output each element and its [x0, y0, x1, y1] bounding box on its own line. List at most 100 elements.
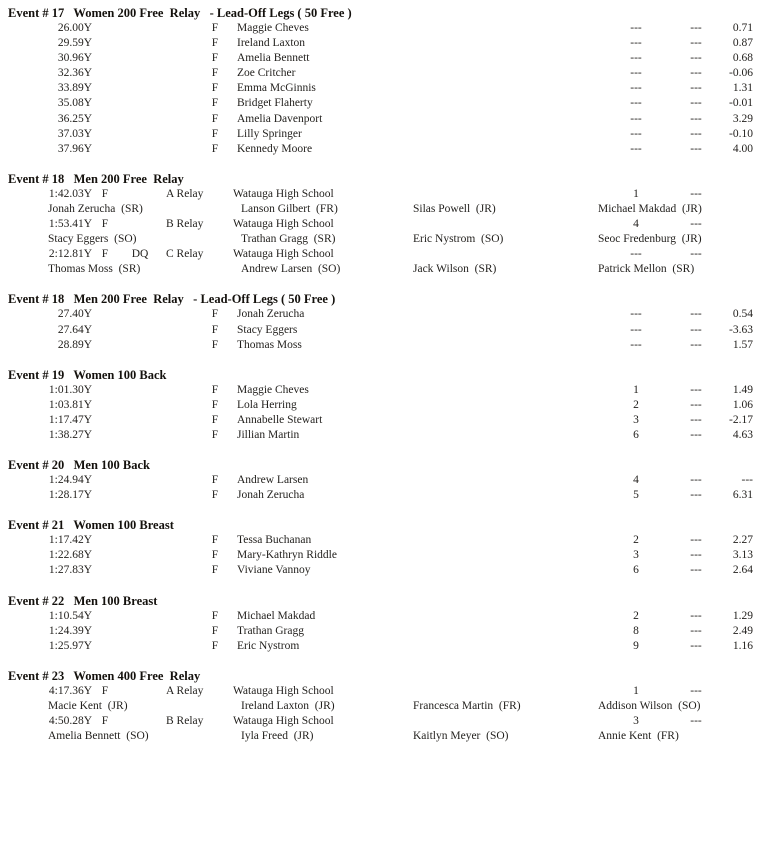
relay-swimmers-row: Thomas Moss (SR) Andrew Larsen (SO) Jack…: [0, 262, 773, 277]
relay-swimmer-4: Addison Wilson (SO): [598, 699, 701, 712]
result-time: 1:25.97Y: [48, 639, 92, 652]
swimmer-name: Tessa Buchanan: [237, 534, 312, 547]
swimmer-name: Andrew Larsen: [237, 474, 309, 487]
seed-dashes: ---: [690, 489, 702, 502]
result-time: 1:42.03Y: [48, 187, 92, 200]
place-value: 8: [633, 624, 639, 637]
relay-swimmer-2: Iyla Freed (JR): [241, 730, 314, 743]
relay-swimmer-1: Stacy Eggers (SO): [48, 233, 137, 246]
time-delta: -2.17: [729, 413, 753, 426]
relay-result-row: 1:42.03Y F A Relay Watauga High School 1…: [0, 187, 773, 202]
final-flag: F: [211, 308, 219, 321]
event-rows: 1:01.30Y F Maggie Cheves 1 --- 1.49 1:03…: [0, 383, 773, 443]
seed-dashes: ---: [690, 82, 702, 95]
final-flag: F: [211, 97, 219, 110]
result-row: 28.89Y F Thomas Moss --- --- 1.57: [0, 338, 773, 353]
relay-result-row: 1:53.41Y F B Relay Watauga High School 4…: [0, 217, 773, 232]
swimmer-name: Amelia Bennett: [237, 52, 310, 65]
time-delta: 4.00: [732, 142, 753, 155]
result-time: 1:28.17Y: [48, 489, 92, 502]
time-delta: 2.49: [732, 624, 753, 637]
seed-dashes: ---: [690, 715, 702, 727]
final-flag: F: [211, 323, 219, 336]
final-flag: F: [101, 187, 109, 200]
final-flag: F: [211, 112, 219, 125]
place-value: 9: [633, 639, 639, 652]
final-flag: F: [211, 413, 219, 426]
relay-swimmer-4: Patrick Mellon (SR): [598, 263, 695, 276]
final-flag: F: [211, 639, 219, 652]
result-row: 1:03.81Y F Lola Herring 2 --- 1.06: [0, 398, 773, 413]
result-time: 1:24.94Y: [48, 474, 92, 487]
final-flag: F: [101, 684, 109, 697]
relay-swimmers-row: Stacy Eggers (SO) Trathan Gragg (SR) Eri…: [0, 232, 773, 247]
seed-dashes: ---: [690, 338, 702, 351]
relay-swimmer-3: Silas Powell (JR): [413, 202, 496, 215]
final-flag: F: [211, 82, 219, 95]
swimmer-name: Zoe Critcher: [237, 67, 296, 80]
place-value: 5: [633, 489, 639, 502]
event-rows: 1:10.54Y F Michael Makdad 2 --- 1.29 1:2…: [0, 609, 773, 654]
time-delta: 1.31: [732, 82, 753, 95]
swimmer-name: Jonah Zerucha: [237, 308, 305, 321]
event-section: Event # 18 Men 200 Free Relay - Lead-Off…: [0, 292, 773, 352]
result-time: 1:22.68Y: [48, 549, 92, 562]
swimmer-name: Lilly Springer: [237, 127, 302, 140]
event-title: Event # 18 Men 200 Free Relay: [8, 171, 184, 186]
time-delta: 0.68: [732, 52, 753, 65]
result-row: 30.96Y F Amelia Bennett --- --- 0.68: [0, 51, 773, 66]
place-value: 3: [633, 549, 639, 562]
event-rows: 26.00Y F Maggie Cheves --- --- 0.71 29.5…: [0, 21, 773, 157]
swimmer-name: Jonah Zerucha: [237, 489, 305, 502]
final-flag: F: [211, 489, 219, 502]
relay-swimmer-3: Francesca Martin (FR): [413, 699, 521, 712]
dq-flag: DQ: [131, 248, 149, 261]
event-title: Event # 20 Men 100 Back: [8, 458, 151, 473]
result-time: 27.64Y: [57, 323, 92, 336]
relay-label: B Relay: [166, 218, 204, 231]
seed-dashes: ---: [690, 639, 702, 652]
swimmer-name: Annabelle Stewart: [237, 413, 323, 426]
event-rows: 27.40Y F Jonah Zerucha --- --- 0.54 27.6…: [0, 307, 773, 352]
relay-swimmers-row: Macie Kent (JR) Ireland Laxton (JR) Fran…: [0, 699, 773, 714]
seed-dashes: ---: [690, 428, 702, 441]
time-delta: 1.16: [732, 639, 753, 652]
swimmer-name: Ireland Laxton: [237, 37, 306, 50]
result-time: 29.59Y: [57, 37, 92, 50]
seed-dashes: ---: [690, 684, 702, 697]
result-time: 1:24.39Y: [48, 624, 92, 637]
seed-dashes: ---: [690, 323, 702, 336]
event-title: Event # 17 Women 200 Free Relay - Lead-O…: [8, 6, 352, 20]
relay-swimmer-1: Amelia Bennett (SO): [48, 730, 149, 743]
seed-dashes: ---: [690, 52, 702, 65]
relay-swimmer-4: Annie Kent (FR): [598, 730, 679, 743]
time-delta: 4.63: [732, 428, 753, 441]
seed-dashes: ---: [690, 187, 702, 200]
seed-dashes: ---: [690, 564, 702, 577]
place-value: 6: [633, 428, 639, 441]
relay-swimmer-4: Michael Makdad (JR): [598, 202, 702, 215]
swimmer-name: Bridget Flaherty: [237, 97, 313, 110]
place-value: 1: [633, 684, 639, 697]
relay-result-row: 4:50.28Y F B Relay Watauga High School 3…: [0, 714, 773, 729]
swimmer-name: Thomas Moss: [237, 338, 302, 351]
place-value: ---: [630, 52, 642, 65]
relay-label: C Relay: [166, 248, 204, 261]
result-time: 1:10.54Y: [48, 609, 92, 622]
final-flag: F: [211, 624, 219, 637]
time-delta: 0.54: [732, 308, 753, 321]
final-flag: F: [211, 52, 219, 65]
place-value: ---: [630, 248, 642, 261]
event-section: Event # 19 Women 100 Back 1:01.30Y F Mag…: [0, 368, 773, 443]
time-delta: 2.27: [732, 534, 753, 547]
place-value: ---: [630, 97, 642, 110]
relay-swimmer-1: Jonah Zerucha (SR): [48, 202, 143, 215]
result-row: 1:01.30Y F Maggie Cheves 1 --- 1.49: [0, 383, 773, 398]
result-time: 36.25Y: [57, 112, 92, 125]
swimmer-name: Kennedy Moore: [237, 142, 313, 155]
time-delta: 6.31: [732, 489, 753, 502]
relay-swimmers-row: Jonah Zerucha (SR) Lanson Gilbert (FR) S…: [0, 202, 773, 217]
seed-dashes: ---: [690, 609, 702, 622]
result-row: 1:24.39Y F Trathan Gragg 8 --- 2.49: [0, 624, 773, 639]
seed-dashes: ---: [690, 398, 702, 411]
